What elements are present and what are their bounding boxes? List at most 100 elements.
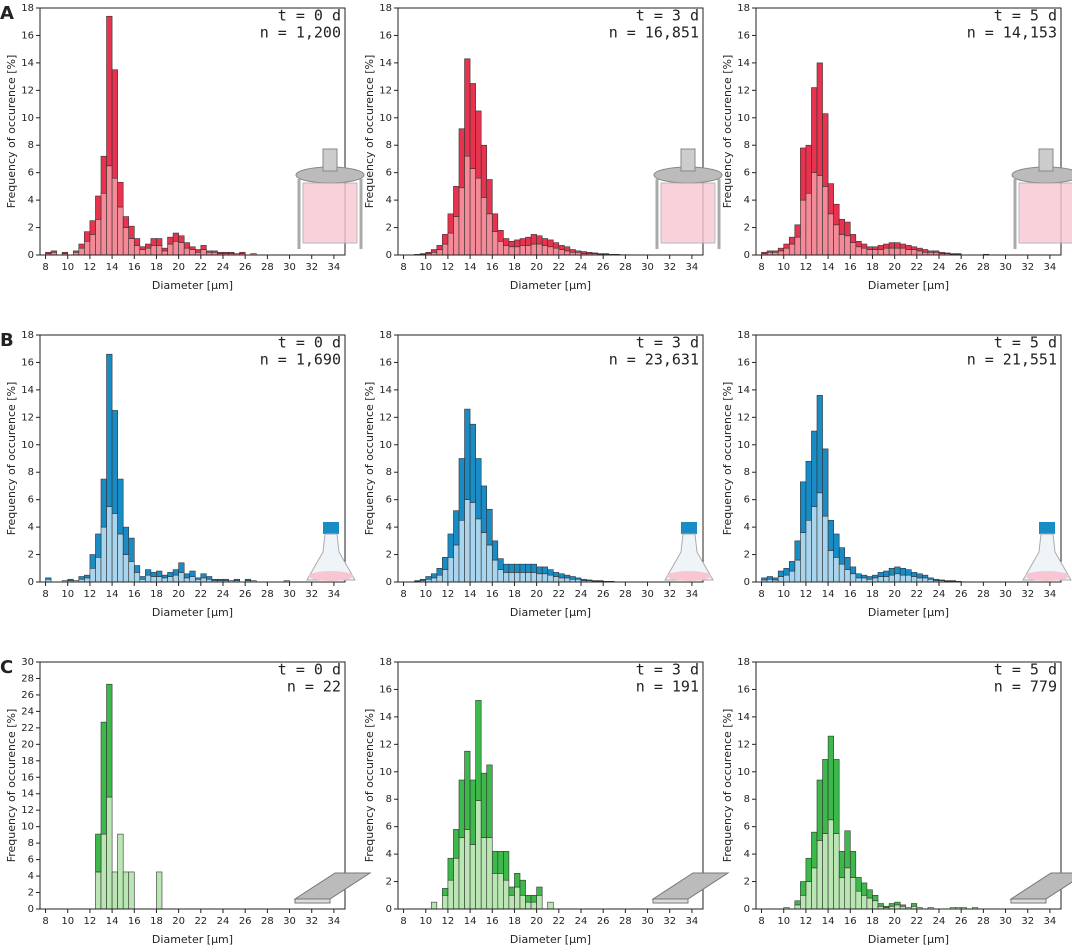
y-tick-label: 6 (386, 822, 392, 833)
icon-part (302, 182, 358, 244)
bar (503, 879, 510, 910)
x-axis-label: Diameter [µm] (152, 606, 233, 619)
bar (883, 570, 890, 577)
icon-part (652, 898, 689, 904)
bar (536, 573, 543, 583)
annotation: n = 1,690 (260, 351, 341, 369)
bar (922, 249, 929, 253)
y-tick-label: 12 (737, 739, 750, 750)
bar (161, 250, 168, 256)
x-tick-label: 20 (888, 589, 901, 600)
y-tick-label: 2 (386, 877, 392, 888)
bar (475, 458, 482, 520)
y-tick-label: 16 (737, 30, 750, 41)
bar (475, 518, 482, 583)
y-tick-label: 16 (379, 357, 392, 368)
bar (844, 235, 851, 256)
annotation: t = 0 d (278, 661, 341, 679)
bar (139, 576, 146, 580)
bar (569, 576, 576, 580)
y-tick-label: 6 (28, 855, 34, 866)
x-tick-label: 34 (686, 916, 699, 927)
bar (888, 247, 895, 256)
x-tick-label: 20 (888, 262, 901, 273)
annotation: n = 191 (636, 678, 699, 696)
bar (150, 238, 157, 246)
y-tick-label: 18 (737, 3, 750, 14)
bar (849, 573, 857, 583)
bar (447, 857, 454, 881)
bar (156, 570, 163, 577)
bar (591, 580, 598, 582)
bar (194, 249, 202, 253)
bar (167, 576, 174, 583)
bar (206, 250, 213, 253)
bar (430, 573, 438, 579)
bar (469, 502, 476, 583)
y-tick-label: 12 (379, 412, 392, 423)
bar (552, 242, 560, 249)
bar (872, 577, 879, 583)
bar (514, 873, 521, 888)
bar (475, 800, 482, 910)
bar (486, 544, 493, 583)
bar (547, 574, 554, 583)
y-tick-label: 2 (744, 223, 750, 234)
x-tick-label: 14 (106, 262, 119, 273)
bar (106, 165, 113, 256)
x-axis-label: Diameter [µm] (868, 606, 949, 619)
annotation: t = 0 d (278, 7, 341, 25)
bar (772, 577, 779, 581)
bar (458, 187, 465, 256)
bar (794, 540, 801, 561)
x-tick-label: 12 (800, 262, 813, 273)
bar (916, 573, 923, 579)
bar (855, 240, 862, 248)
x-tick-label: 24 (933, 916, 946, 927)
y-tick-label: 26 (21, 690, 34, 701)
bar (833, 224, 840, 256)
bar (78, 243, 85, 249)
x-tick-label: 26 (955, 589, 968, 600)
y-axis-label: Frequency of occurence [%] (363, 55, 376, 209)
y-tick-label: 6 (744, 822, 750, 833)
y-axis-label: Frequency of occurence [%] (721, 709, 734, 863)
x-tick-label: 8 (42, 589, 48, 600)
bar (800, 532, 807, 583)
bar (480, 532, 488, 583)
bar (822, 448, 829, 517)
icon-part (323, 522, 339, 534)
bar (541, 245, 549, 256)
bar (833, 203, 840, 226)
x-tick-label: 30 (283, 262, 296, 273)
bar (910, 249, 918, 256)
bar (586, 251, 593, 254)
bar (106, 353, 113, 507)
bar (167, 243, 174, 256)
y-tick-label: 6 (28, 495, 34, 506)
bar (933, 250, 940, 253)
bar (486, 213, 493, 256)
bar (536, 235, 543, 245)
icon (295, 148, 365, 249)
bar (822, 113, 829, 187)
bar (833, 759, 840, 834)
x-tick-label: 10 (777, 916, 790, 927)
bar (827, 550, 834, 583)
bar (100, 192, 107, 256)
bar (536, 566, 543, 575)
bar (822, 833, 829, 910)
bar (816, 175, 823, 256)
x-tick-label: 34 (1044, 916, 1057, 927)
bar (838, 547, 846, 565)
y-tick-label: 12 (21, 805, 34, 816)
bar (949, 253, 956, 255)
bar (117, 833, 124, 910)
x-tick-label: 18 (508, 589, 521, 600)
bar (597, 253, 604, 255)
y-tick-label: 4 (386, 195, 392, 206)
bar (927, 577, 934, 580)
bar (442, 894, 449, 910)
bar (156, 238, 163, 246)
